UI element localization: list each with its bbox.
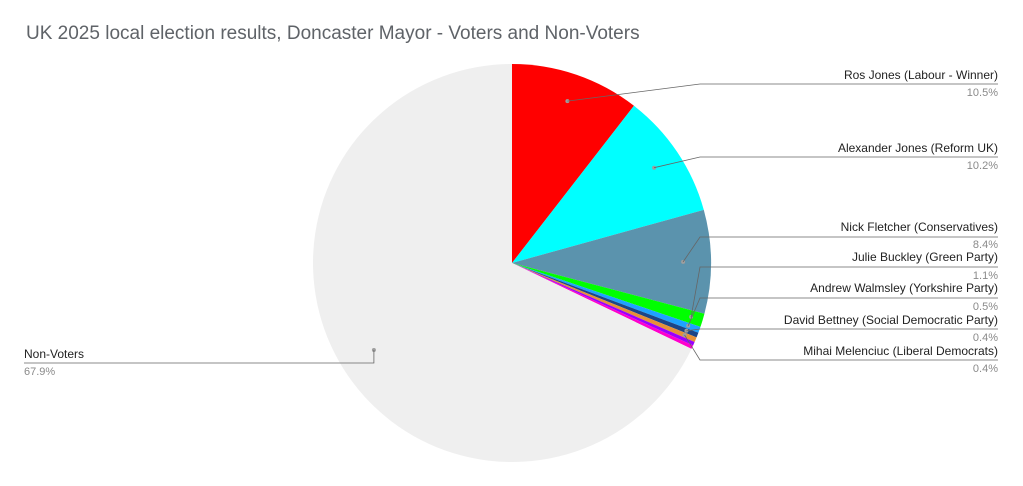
pie-slice	[512, 263, 701, 333]
slice-percent-label: 0.4%	[973, 332, 998, 344]
slice-percent-label: 1.1%	[973, 270, 998, 282]
slice-label: Nick Fletcher (Conservatives)	[841, 220, 998, 234]
pie-slice	[312, 63, 692, 463]
slice-percent-label: 10.2%	[967, 160, 998, 172]
slice-label: David Bettney (Social Democratic Party)	[784, 313, 998, 327]
callout-line	[686, 328, 998, 332]
slice-percent-label: 0.4%	[973, 363, 998, 375]
pie-slice	[512, 263, 697, 343]
callout-line	[684, 334, 998, 361]
pie-slice	[512, 209, 711, 314]
slice-label: Julie Buckley (Green Party)	[852, 250, 998, 264]
callout-line	[567, 83, 998, 102]
callout-labels: Ros Jones (Labour - Winner) 10.5% Alexande…	[24, 68, 998, 378]
pie-slice	[512, 263, 694, 349]
slice-label: Mihai Melenciuc (Liberal Democrats)	[803, 344, 998, 358]
callout-line	[690, 266, 998, 317]
callout-line	[654, 156, 998, 169]
pie-slice	[512, 105, 704, 263]
chart-title: UK 2025 local election results, Doncaste…	[26, 23, 640, 44]
slice-label: Alexander Jones (Reform UK)	[838, 141, 998, 155]
pie-slice	[512, 263, 699, 338]
slice-percent-label: 10.5%	[967, 87, 998, 99]
callout-line	[687, 297, 998, 326]
callout-line	[682, 236, 998, 263]
pie-slice	[512, 64, 634, 263]
pie-slice	[512, 263, 695, 346]
pie-slices	[312, 63, 711, 463]
slice-percent-label: 0.5%	[973, 301, 998, 313]
slice-percent-label: 8.4%	[973, 239, 998, 251]
slice-label: Ros Jones (Labour - Winner)	[844, 68, 998, 82]
slice-label: Non-Voters	[24, 347, 84, 361]
slice-percent-label: 67.9%	[24, 366, 55, 378]
callout-line	[24, 350, 375, 364]
slice-label: Andrew Walmsley (Yorkshire Party)	[810, 281, 998, 295]
pie-slice	[512, 263, 705, 327]
